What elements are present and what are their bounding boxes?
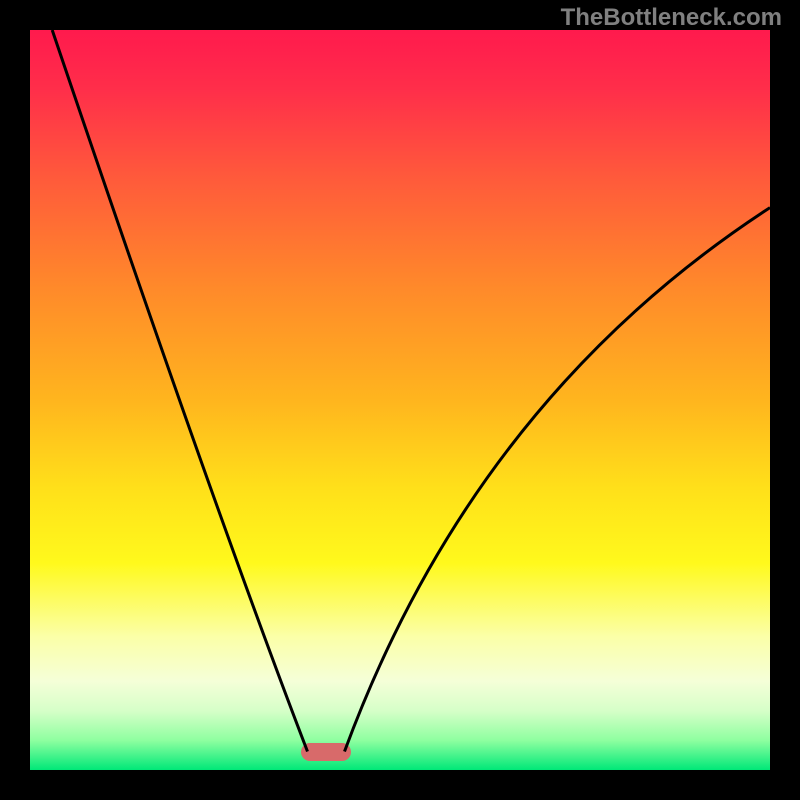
plot-area: [30, 30, 770, 770]
curve-right-branch: [345, 208, 771, 752]
bottleneck-curve: [30, 30, 770, 770]
watermark-text: TheBottleneck.com: [561, 4, 782, 32]
chart-frame: TheBottleneck.com: [0, 0, 800, 800]
curve-left-branch: [52, 30, 307, 752]
